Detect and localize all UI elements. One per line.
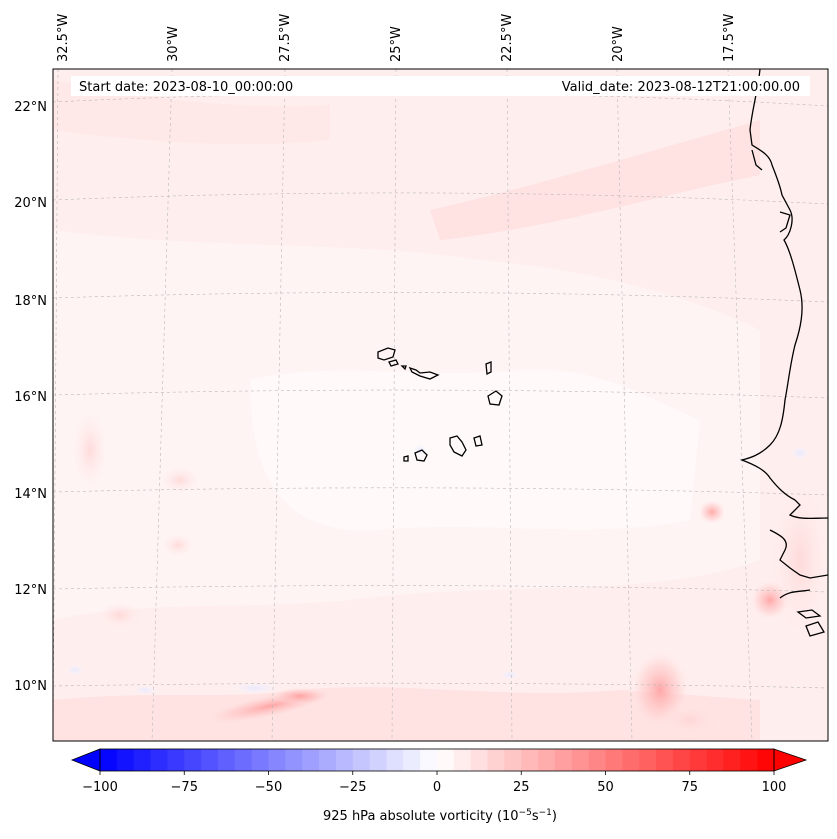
colorbar-segment [251,749,269,771]
lat-label-16n: 16°N [14,390,47,405]
colorbar-segment [403,749,421,771]
colorbar-segment [369,749,387,771]
colorbar-tick-label: −75 [171,780,198,795]
colorbar-segment [706,749,724,771]
colorbar-label: 925 hPa absolute vorticity (10−5s−1) [323,808,557,824]
header-bar [71,76,810,96]
colorbar-segment [639,749,657,771]
colorbar-tick-label: −100 [82,780,118,795]
colorbar-tick-label: −50 [255,780,282,795]
lon-label-20w: 20°W [611,26,626,62]
colorbar-segments [100,749,775,771]
latitude-labels: 22°N 20°N 18°N 16°N 14°N 12°N 10°N [14,100,47,694]
colorbar-tick-label: 25 [513,780,530,795]
vorticity-field [53,69,828,741]
colorbar-segment [150,749,168,771]
lat-label-18n: 18°N [14,294,47,309]
island-boa-vista [487,390,503,406]
colorbar-segment [521,749,539,771]
colorbar-tick-label: −25 [339,780,366,795]
colorbar-segment [184,749,202,771]
colorbar: −100 −75 −50 −25 0 25 50 75 100 925 hPa absolute… [70,748,808,824]
colorbar-segment [723,749,741,771]
lon-label-25w: 25°W [389,26,404,62]
colorbar-tick-label: 0 [433,780,441,795]
colorbar-segment [740,749,758,771]
colorbar-max-extend-arrow [773,748,808,772]
colorbar-segment [437,749,455,771]
colorbar-segment [689,749,708,771]
colorbar-tick-label: 100 [762,780,787,795]
colorbar-segment [470,749,489,771]
colorbar-min-extend-arrow [70,748,101,772]
lat-label-14n: 14°N [14,487,47,502]
colorbar-segment [571,749,590,771]
lat-label-12n: 12°N [14,583,47,598]
colorbar-segment [217,749,236,771]
lat-label-10n: 10°N [14,679,47,694]
island-santo-antao [377,347,396,361]
island-brava [403,455,409,462]
coastlines [377,69,828,637]
island-fogo [414,449,428,462]
colorbar-segment [116,749,135,771]
colorbar-segment [133,749,152,771]
colorbar-segment [201,749,219,771]
colorbar-segment [302,749,320,771]
colorbar-segment [386,749,404,771]
colorbar-segment [453,749,472,771]
island-sao-vicente [388,359,399,367]
start-date-label: Start date: 2023-08-10_00:00:00 [79,80,293,95]
colorbar-segment [622,749,640,771]
colorbar-segment [487,749,505,771]
colorbar-segment [234,749,253,771]
lat-label-22n: 22°N [14,100,47,115]
lat-lon-gridlines [53,69,828,741]
colorbar-segment [100,749,118,771]
longitude-labels: 32.5°W 30°W 27.5°W 25°W 22.5°W 20°W 17.5… [56,14,737,62]
island-santiago [449,435,467,457]
colorbar-segment [335,749,354,771]
lon-label-32-5w: 32.5°W [56,14,71,62]
colorbar-segment [504,749,522,771]
colorbar-tick-label: 50 [597,780,614,795]
map-frame [52,68,829,742]
island-sal [485,361,492,376]
lon-label-17-5w: 17.5°W [722,14,737,62]
colorbar-segment [656,749,674,771]
island-santa-luzia [400,365,407,371]
lon-label-22-5w: 22.5°W [500,14,515,62]
colorbar-segment [285,749,303,771]
colorbar-segment [554,749,573,771]
lat-label-20n: 20°N [14,196,47,211]
colorbar-segment [672,749,691,771]
lon-label-27-5w: 27.5°W [278,14,293,62]
valid-date-label: Valid_date: 2023-08-12T21:00:00.00 [562,80,800,95]
colorbar-segment [319,749,337,771]
colorbar-segment [588,749,606,771]
island-maio [473,435,483,447]
colorbar-segment [167,749,185,771]
colorbar-segment [538,749,556,771]
island-sao-nicolau [408,366,440,380]
colorbar-tick-label: 75 [681,780,698,795]
africa-coastline [739,69,828,520]
lon-label-30w: 30°W [166,26,181,62]
colorbar-segment [605,749,623,771]
colorbar-segment [268,749,286,771]
colorbar-segment [420,749,438,771]
colorbar-segment [352,749,371,771]
colorbar-segment [757,749,775,771]
colorbar-ticks: −100 −75 −50 −25 0 25 50 75 100 [82,771,786,795]
